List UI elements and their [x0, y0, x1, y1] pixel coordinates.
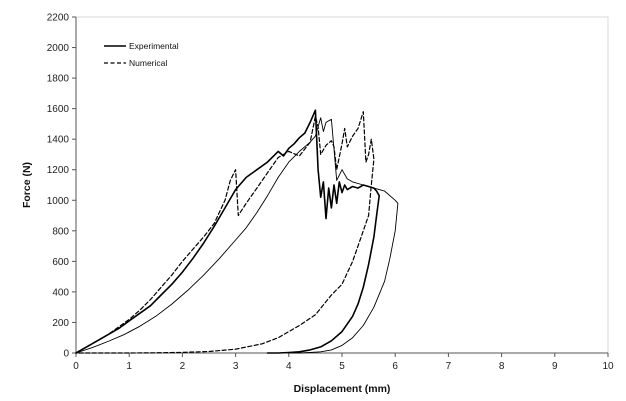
- x-tick-label: 3: [233, 361, 239, 372]
- plot-area: [75, 16, 609, 354]
- legend-label-numerical: Numerical: [129, 58, 167, 68]
- x-tick-label: 8: [499, 361, 505, 372]
- y-tick-label: 800: [52, 226, 69, 237]
- series-layer: [75, 109, 399, 354]
- series-line-experimental: [75, 109, 381, 354]
- y-tick-label: 1600: [47, 104, 70, 115]
- series-line-numerical: [75, 111, 375, 354]
- y-tick-label: 1000: [47, 196, 70, 207]
- y-tick-label: 2000: [47, 43, 70, 54]
- x-tick-label: 10: [602, 361, 614, 372]
- x-tick-label: 0: [73, 361, 79, 372]
- y-tick-label: 200: [52, 318, 69, 329]
- y-tick-label: 400: [52, 287, 69, 298]
- y-tick-label: 1400: [47, 135, 70, 146]
- series-line-experimental-1: [75, 117, 399, 354]
- x-tick-label: 4: [286, 361, 292, 372]
- x-tick-label: 7: [446, 361, 452, 372]
- x-tick-label: 2: [180, 361, 186, 372]
- y-tick-label: 1200: [47, 165, 70, 176]
- y-tick-label: 2200: [47, 13, 70, 24]
- y-tick-label: 600: [52, 257, 69, 268]
- x-tick-label: 1: [126, 361, 132, 372]
- legend: Experimental Numerical: [104, 41, 179, 68]
- legend-label-experimental: Experimental: [129, 41, 179, 51]
- x-tick-label: 5: [339, 361, 345, 372]
- x-axis-title: Displacement (mm): [294, 383, 391, 395]
- y-tick-label: 1800: [47, 74, 70, 85]
- y-axis-title: Force (N): [21, 162, 33, 208]
- y-tick-label: 0: [63, 349, 69, 360]
- x-tick-label: 6: [392, 361, 398, 372]
- x-tick-label: 9: [552, 361, 558, 372]
